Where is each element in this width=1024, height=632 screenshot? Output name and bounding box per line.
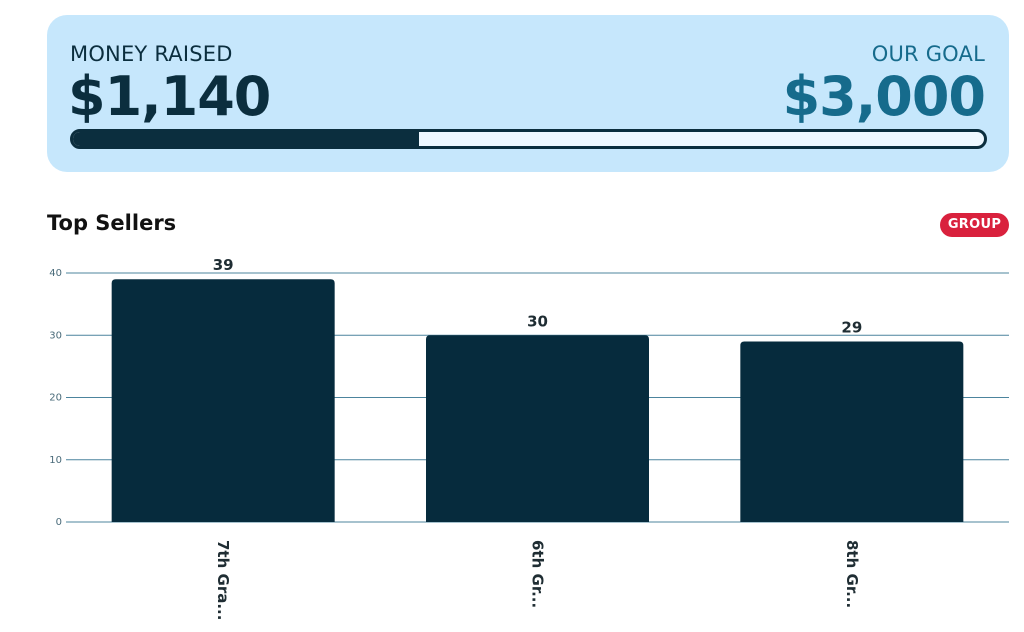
y-tick-label: 10: [49, 455, 62, 466]
goal-amount: $3,000: [782, 65, 986, 128]
y-tick-label: 0: [56, 517, 62, 528]
goal-label: OUR GOAL: [871, 42, 985, 66]
bar: [740, 341, 964, 522]
money-raised-label: MONEY RAISED: [70, 42, 233, 66]
x-tick-label: 7th Gra...: [214, 540, 232, 620]
fundraising-progress-bar: [70, 129, 987, 149]
money-raised-amount: $1,140: [68, 65, 271, 128]
data-label: 29: [841, 318, 862, 336]
fundraising-progress-fill: [73, 132, 420, 146]
group-badge[interactable]: GROUP: [940, 213, 1009, 237]
top-sellers-title: Top Sellers: [47, 211, 177, 235]
y-tick-label: 20: [49, 393, 62, 404]
fundraising-goal-card: MONEY RAISED $1,140 OUR GOAL $3,000: [47, 15, 1009, 172]
data-label: 39: [213, 256, 234, 274]
x-tick-label: 8th Gr...: [843, 540, 861, 608]
bar: [426, 335, 649, 522]
bar: [111, 279, 335, 522]
y-tick-label: 40: [49, 268, 62, 279]
data-label: 30: [527, 312, 548, 330]
y-tick-label: 30: [49, 330, 62, 341]
x-tick-label: 6th Gr...: [529, 540, 547, 608]
